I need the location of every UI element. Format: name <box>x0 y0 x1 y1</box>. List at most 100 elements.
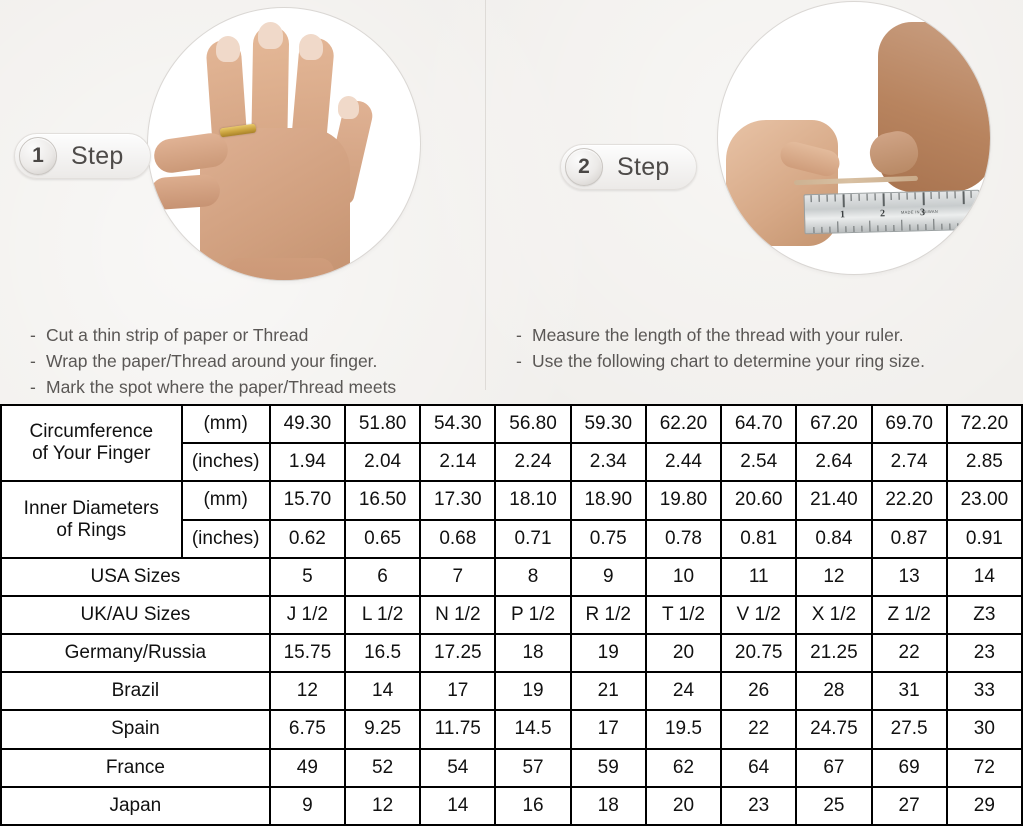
data-cell: 5 <box>268 556 346 597</box>
data-cell: 2.54 <box>720 442 798 483</box>
instruction-text: Mark the spot where the paper/Thread mee… <box>46 377 397 397</box>
ring-size-table-container: Circumference of Your Finger (mm) 49.30 … <box>0 403 1023 826</box>
ruler-mark: 2 <box>879 208 886 220</box>
fingernail <box>258 22 283 49</box>
data-cell: 64 <box>720 747 798 788</box>
data-cell: 56.80 <box>494 403 572 445</box>
data-cell: 6 <box>343 556 422 597</box>
wrist <box>226 258 334 280</box>
bullet-dash-icon: - <box>516 325 522 345</box>
data-cell: 14 <box>419 785 497 826</box>
row-header-inner-diameter: Inner Diameters of Rings <box>0 480 183 559</box>
row-header-spain: Spain <box>0 709 271 750</box>
hand-with-ring-photo <box>148 8 420 280</box>
data-cell: 0.81 <box>720 518 798 559</box>
data-cell: 19 <box>569 633 647 674</box>
data-cell: 62.20 <box>644 403 723 445</box>
data-cell: 2.04 <box>343 442 422 483</box>
data-cell: 20 <box>644 785 723 826</box>
data-cell: 2.64 <box>795 442 873 483</box>
data-cell: 7 <box>419 556 497 597</box>
data-cell: 2.14 <box>419 442 497 483</box>
row-header-uk-au: UK/AU Sizes <box>0 594 271 636</box>
step-label: Step <box>617 152 670 181</box>
data-cell: 52 <box>343 747 422 788</box>
data-cell: 16.5 <box>343 633 422 674</box>
data-cell: 33 <box>945 671 1023 712</box>
data-cell: 17 <box>419 671 497 712</box>
ruler-bottom-ticks <box>805 217 979 234</box>
data-cell: 21.40 <box>795 480 873 521</box>
data-cell: 21.25 <box>795 633 873 674</box>
row-header-usa: USA Sizes <box>0 556 271 597</box>
data-cell: 72 <box>945 747 1023 788</box>
data-cell: 59.30 <box>569 403 647 445</box>
instruction-item: - Mark the spot where the paper/Thread m… <box>30 374 396 400</box>
data-cell: 19.5 <box>644 709 723 750</box>
data-cell: 11.75 <box>419 709 497 750</box>
step-1-instruction-list: - Cut a thin strip of paper or Thread - … <box>30 322 396 400</box>
data-cell: 14 <box>343 671 422 712</box>
row-header-germany-russia: Germany/Russia <box>0 633 271 674</box>
table-row: USA Sizes 5 6 7 8 9 10 11 12 13 14 <box>0 556 1023 597</box>
data-cell: 51.80 <box>343 403 422 445</box>
table-row: Brazil 12 14 17 19 21 24 26 28 31 33 <box>0 671 1023 712</box>
data-cell: X 1/2 <box>795 594 873 636</box>
data-cell: Z3 <box>945 594 1023 636</box>
data-cell: 0.62 <box>268 518 346 559</box>
data-cell: 14.5 <box>494 709 572 750</box>
ruler: 1 2 3 MADE IN TAIWAN <box>803 189 981 235</box>
panel-divider <box>485 0 486 390</box>
table-row: Inner Diameters of Rings (mm) 15.70 16.5… <box>0 480 1023 559</box>
data-cell: 17.25 <box>419 633 497 674</box>
table-row: UK/AU Sizes J 1/2 L 1/2 N 1/2 P 1/2 R 1/… <box>0 594 1023 636</box>
data-cell: 26 <box>720 671 798 712</box>
step-number: 1 <box>19 137 57 175</box>
data-cell: 15.70 <box>268 480 346 521</box>
bullet-dash-icon: - <box>516 351 522 371</box>
data-cell: 54 <box>419 747 497 788</box>
instruction-item: - Cut a thin strip of paper or Thread <box>30 322 396 348</box>
data-cell: 67.20 <box>795 403 873 445</box>
data-cell: 22 <box>720 709 798 750</box>
step-2-instruction-list: - Measure the length of the thread with … <box>516 322 925 374</box>
table-row: France 49 52 54 57 59 62 64 67 69 72 <box>0 747 1023 788</box>
instruction-text: Wrap the paper/Thread around your finger… <box>46 351 378 371</box>
data-cell: P 1/2 <box>494 594 572 636</box>
data-cell: 20.75 <box>720 633 798 674</box>
data-cell: 16 <box>494 785 572 826</box>
data-cell: 22.20 <box>870 480 948 521</box>
data-cell: 9 <box>569 556 647 597</box>
bullet-dash-icon: - <box>30 325 36 345</box>
table-row: Spain 6.75 9.25 11.75 14.5 17 19.5 22 24… <box>0 709 1023 750</box>
data-cell: 18 <box>569 785 647 826</box>
data-cell: 2.34 <box>569 442 647 483</box>
data-cell: 2.24 <box>494 442 572 483</box>
row-header-brazil: Brazil <box>0 671 271 712</box>
data-cell: 28 <box>795 671 873 712</box>
instruction-text: Cut a thin strip of paper or Thread <box>46 325 309 345</box>
unit-cell: (inches) <box>180 442 271 483</box>
measuring-thread-with-ruler-photo: 1 2 3 MADE IN TAIWAN <box>718 2 990 274</box>
data-cell: 59 <box>569 747 647 788</box>
data-cell: 2.85 <box>945 442 1023 483</box>
data-cell: 17.30 <box>419 480 497 521</box>
data-cell: 6.75 <box>268 709 346 750</box>
step-1-badge: 1 Step <box>14 133 151 179</box>
data-cell: 23 <box>720 785 798 826</box>
table-row: Japan 9 12 14 16 18 20 23 25 27 29 <box>0 785 1023 826</box>
data-cell: 17 <box>569 709 647 750</box>
data-cell: 2.74 <box>870 442 948 483</box>
data-cell: 16.50 <box>343 480 422 521</box>
data-cell: 62 <box>644 747 723 788</box>
table-row: (inches) 0.62 0.65 0.68 0.71 0.75 0.78 0… <box>1 518 1023 559</box>
step-2-badge: 2 Step <box>560 144 697 190</box>
data-cell: 21 <box>569 671 647 712</box>
fingernail <box>299 34 323 60</box>
data-cell: 11 <box>720 556 798 597</box>
instructions-area: 1 Step - Cut a thin strip of paper or Th… <box>0 0 1023 404</box>
data-cell: 19 <box>494 671 572 712</box>
fingernail <box>216 36 240 62</box>
data-cell: 24 <box>644 671 723 712</box>
data-cell: 15.75 <box>268 633 346 674</box>
